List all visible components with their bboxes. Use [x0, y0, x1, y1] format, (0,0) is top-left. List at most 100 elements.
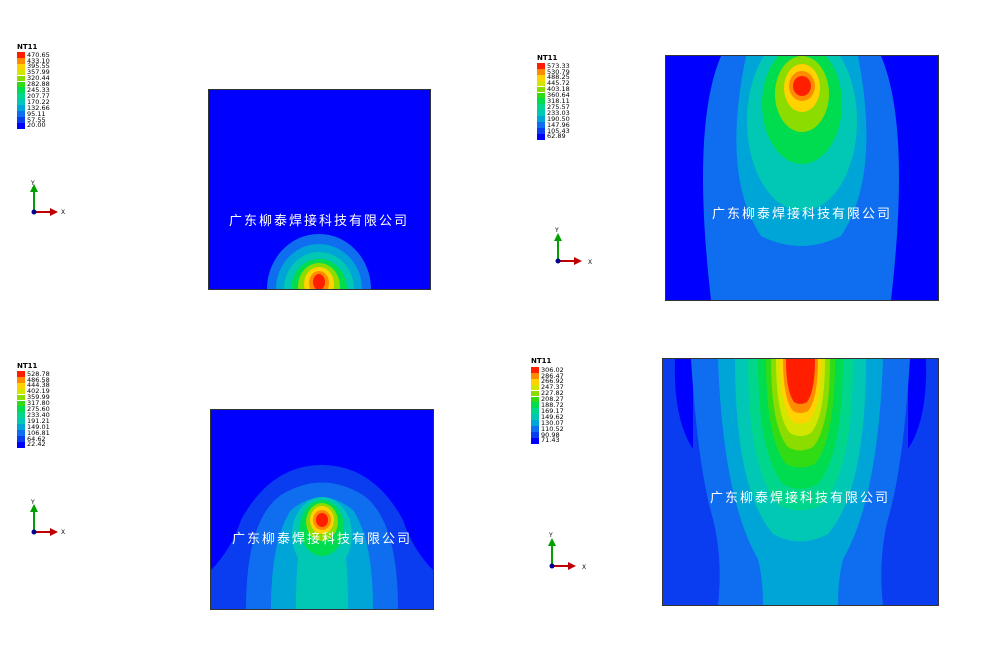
legend-value: 105.43: [547, 126, 570, 135]
legend-swatch: [537, 80, 545, 87]
legend-entry: 360.64: [537, 91, 570, 100]
legend-value: 22.42: [27, 440, 46, 449]
watermark: 广东柳泰焊接科技有限公司: [229, 213, 409, 229]
legend-swatch: [17, 435, 25, 442]
legend-swatch: [17, 75, 25, 82]
legend-swatch: [17, 57, 25, 64]
legend-swatch: [537, 122, 545, 128]
legend-entry: 306.02: [531, 367, 564, 373]
legend-swatch: [17, 418, 25, 424]
y-axis-label: Y: [30, 180, 35, 187]
contour-plot: 广东柳泰焊接科技有限公司: [208, 89, 431, 290]
legend-value: 275.57: [547, 102, 570, 111]
legend-entry: 470.65: [17, 52, 50, 58]
watermark: 广东柳泰焊接科技有限公司: [710, 490, 890, 506]
legend-swatch: [531, 437, 539, 444]
legend-swatch: [531, 402, 539, 409]
legend-value: 106.81: [27, 428, 50, 437]
legend-value: 110.52: [541, 424, 564, 433]
legend-entry: 357.99: [17, 69, 50, 76]
legend-swatch: [17, 412, 25, 419]
legend-value: 130.07: [541, 418, 564, 427]
legend-value: 488.25: [547, 73, 570, 82]
legend-value: 444.38: [27, 381, 50, 390]
legend-swatch: [17, 388, 25, 395]
legend-value: 470.65: [27, 50, 50, 59]
legend-entry: 266.92: [531, 378, 564, 385]
legend-swatch: [17, 52, 25, 58]
legend-entry: 359.99: [17, 393, 50, 402]
legend-value: 317.80: [27, 399, 50, 408]
legend-entry: 403.18: [537, 85, 570, 94]
legend-value: 95.11: [27, 109, 46, 118]
legend-entry: 149.01: [17, 424, 50, 430]
legend-entry: 245.33: [17, 87, 50, 94]
x-axis-label: X: [582, 564, 586, 571]
legend-value: 306.02: [541, 365, 564, 374]
legend-entry: 169.17: [531, 408, 564, 415]
legend-value: 320.44: [27, 74, 50, 83]
legend-swatch: [17, 376, 25, 383]
legend-swatch: [17, 371, 25, 377]
legend-swatch: [537, 104, 545, 111]
legend-swatch: [537, 68, 545, 75]
legend-value: 433.10: [27, 56, 50, 65]
legend-swatch: [531, 390, 539, 397]
legend-value: 149.01: [27, 422, 50, 431]
legend-entry: 528.78: [17, 371, 50, 377]
legend-value: 402.19: [27, 387, 50, 396]
legend-value: 403.18: [547, 85, 570, 94]
legend-entry: 170.22: [17, 99, 50, 105]
legend-value: 247.37: [541, 383, 564, 392]
legend-value: 227.82: [541, 389, 564, 398]
legend-entry: 90.98: [531, 432, 560, 438]
legend-title: NT11: [17, 362, 38, 370]
legend-swatch: [17, 87, 25, 94]
legend-entry: 530.79: [537, 69, 570, 75]
legend-swatch: [531, 420, 539, 426]
legend-entry: 188.72: [531, 401, 564, 410]
legend-value: 188.72: [541, 401, 564, 410]
legend-value: 233.40: [27, 410, 50, 419]
legend-entry: 64.62: [17, 436, 46, 442]
legend-entry: 57.55: [17, 117, 46, 123]
legend-entry: 488.25: [537, 73, 570, 82]
legend-entry: 132.66: [17, 105, 50, 111]
legend-entry: 105.43: [537, 128, 570, 134]
legend-value: 62.89: [547, 132, 566, 141]
legend-swatch: [531, 372, 539, 379]
x-axis-label: X: [588, 259, 592, 266]
legend-value: 207.77: [27, 91, 50, 100]
contour-plot: 广东柳泰焊接科技有限公司: [662, 358, 939, 606]
legend-value: 360.64: [547, 91, 570, 100]
legend-entry: 190.50: [537, 116, 570, 122]
legend-swatch: [537, 63, 545, 69]
watermark: 广东柳泰焊接科技有限公司: [232, 531, 412, 547]
legend-title: NT11: [531, 357, 552, 365]
legend-title: NT11: [537, 54, 558, 62]
legend-swatch: [537, 86, 545, 93]
legend-swatch: [531, 384, 539, 391]
legend-swatch: [537, 133, 545, 140]
legend-entry: 433.10: [17, 58, 50, 64]
legend-swatch: [17, 394, 25, 401]
legend-swatch: [537, 74, 545, 81]
legend-swatch: [531, 378, 539, 385]
legend-entry: 320.44: [17, 74, 50, 83]
axis-triad: Y X: [28, 498, 68, 543]
x-axis-label: X: [61, 209, 65, 216]
axis-triad: Y X: [552, 225, 592, 270]
legend-swatch: [17, 424, 25, 430]
legend-value: 318.11: [547, 97, 570, 106]
legend-entry: 317.80: [17, 399, 50, 408]
legend-value: 445.72: [547, 79, 570, 88]
legend-swatch: [531, 426, 539, 432]
legend-value: 208.27: [541, 395, 564, 404]
legend-swatch: [537, 110, 545, 116]
legend-swatch: [17, 93, 25, 100]
legend-swatch: [531, 431, 539, 438]
legend-value: 359.99: [27, 393, 50, 402]
watermark: 广东柳泰焊接科技有限公司: [712, 206, 892, 222]
legend-entry: 22.42: [17, 440, 46, 449]
legend-value: 286.47: [541, 371, 564, 380]
